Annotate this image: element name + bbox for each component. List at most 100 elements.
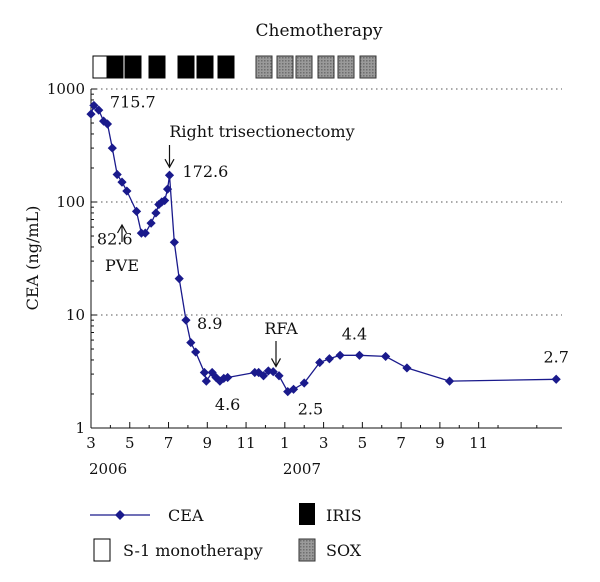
- data-point-marker: [140, 228, 150, 238]
- y-tick-label: 1000: [47, 80, 85, 98]
- data-point-marker: [551, 374, 561, 384]
- x-tick-label: 5: [358, 434, 368, 452]
- legend-swatch-s1: [93, 538, 111, 562]
- x-axis-ticks: 3 5 7 9 11 1 3 5 7 9 11: [86, 422, 538, 452]
- data-point-marker: [444, 376, 455, 386]
- chemo-block-iris: [177, 55, 195, 79]
- legend-swatch-iris: [299, 503, 315, 525]
- annotation-arrow-trisectionectomy-head: [164, 158, 175, 169]
- chemo-block-iris: [196, 55, 214, 79]
- cea-series: [86, 100, 561, 397]
- data-point-marker: [315, 357, 325, 368]
- data-point-marker: [117, 177, 127, 187]
- data-point-marker: [86, 109, 96, 119]
- data-point-marker: [211, 372, 221, 383]
- data-point-marker: [169, 237, 179, 247]
- annotation-pve: PVE: [105, 256, 139, 275]
- legend-item-s1: S-1 monotherapy: [93, 538, 263, 562]
- x-tick-label: 7: [396, 434, 406, 452]
- data-label: 2.5: [298, 400, 323, 419]
- legend-item-iris: IRIS: [299, 503, 362, 525]
- data-labels: 715.7 82.6 172.6 8.9 4.6 2.5 4.4 2.7: [97, 92, 569, 418]
- annotation-arrow-pve-head: [116, 223, 128, 234]
- data-point-marker: [201, 376, 211, 386]
- data-point-marker: [94, 105, 104, 115]
- y-tick-label: 100: [56, 193, 85, 211]
- x-tick-label: 11: [469, 434, 488, 452]
- data-point-marker: [324, 354, 335, 364]
- data-point-marker: [381, 351, 391, 362]
- annotation-arrow-rfa-head: [270, 358, 282, 368]
- x-tick-label: 3: [86, 434, 96, 452]
- year-label: 2007: [283, 460, 321, 478]
- data-label: 4.6: [215, 395, 240, 414]
- data-label: 8.9: [197, 314, 222, 333]
- x-tick-label: 9: [203, 434, 213, 452]
- data-point-marker: [223, 372, 233, 383]
- data-point-marker: [354, 350, 365, 360]
- data-point-marker: [162, 184, 173, 194]
- data-label: 4.4: [342, 324, 367, 343]
- chemo-block-sox: [255, 55, 273, 79]
- data-label: 2.7: [543, 347, 568, 366]
- legend-label-sox: SOX: [326, 541, 362, 560]
- legend-item-cea: CEA: [90, 506, 204, 525]
- data-label: 82.6: [97, 229, 133, 248]
- data-point-marker: [263, 366, 273, 376]
- data-point-marker: [160, 195, 170, 206]
- legend-item-sox: SOX: [298, 538, 362, 562]
- data-point-marker: [186, 337, 196, 348]
- chemo-block-iris: [148, 55, 166, 79]
- data-point-marker: [131, 206, 142, 216]
- data-point-marker: [335, 350, 345, 360]
- annotation-rfa: RFA: [264, 319, 298, 338]
- chemo-block-iris: [217, 55, 235, 79]
- data-point-marker: [191, 347, 201, 357]
- data-point-marker: [122, 186, 132, 196]
- cea-line: [90, 104, 557, 393]
- x-tick-label: 11: [237, 434, 256, 452]
- y-tick-label: 1: [75, 419, 85, 437]
- chart-title: Chemotherapy: [256, 21, 383, 41]
- data-point-marker: [181, 315, 191, 325]
- legend-label-iris: IRIS: [326, 506, 362, 525]
- data-point-marker: [258, 371, 269, 381]
- legend-label-s1: S-1 monotherapy: [123, 541, 263, 560]
- chemo-block-sox: [337, 55, 355, 79]
- data-point-marker: [112, 169, 122, 180]
- data-point-marker: [107, 143, 117, 153]
- chemo-block-sox: [276, 55, 294, 79]
- x-tick-label: 3: [319, 434, 329, 452]
- data-point-marker: [102, 119, 113, 129]
- data-point-marker: [288, 384, 299, 394]
- chemo-block-sox: [317, 55, 335, 79]
- chemotherapy-blocks: [92, 55, 377, 79]
- data-point-marker: [268, 367, 278, 377]
- y-axis-ticks: 1 10 100 1000: [47, 80, 97, 437]
- gridlines: [91, 88, 562, 316]
- data-point-marker: [402, 363, 412, 373]
- y-axis-label: CEA (ng/mL): [23, 206, 42, 311]
- legend-swatch-sox: [298, 538, 316, 562]
- chemo-block-sox: [295, 55, 313, 79]
- data-point-marker: [151, 208, 161, 218]
- chemo-block-iris: [124, 55, 142, 79]
- data-point-marker: [283, 386, 293, 397]
- annotation-right-trisectionectomy: Right trisectionectomy: [169, 122, 354, 141]
- chemo-block-sox: [359, 55, 377, 79]
- legend: CEA IRIS S-1 monotherapy SOX: [90, 503, 362, 562]
- chemo-block-iris: [106, 55, 124, 79]
- legend-label-cea: CEA: [168, 506, 204, 525]
- data-point-marker: [199, 367, 209, 378]
- x-tick-label: 5: [125, 434, 135, 452]
- x-tick-label: 9: [435, 434, 445, 452]
- annotations: Right trisectionectomy PVE RFA: [105, 122, 355, 368]
- legend-diamond-marker: [115, 510, 125, 520]
- x-tick-label: 1: [280, 434, 290, 452]
- data-label: 172.6: [183, 162, 229, 181]
- data-point-marker: [174, 273, 184, 284]
- data-point-marker: [274, 371, 284, 381]
- data-point-marker: [89, 100, 99, 111]
- x-tick-label: 7: [164, 434, 174, 452]
